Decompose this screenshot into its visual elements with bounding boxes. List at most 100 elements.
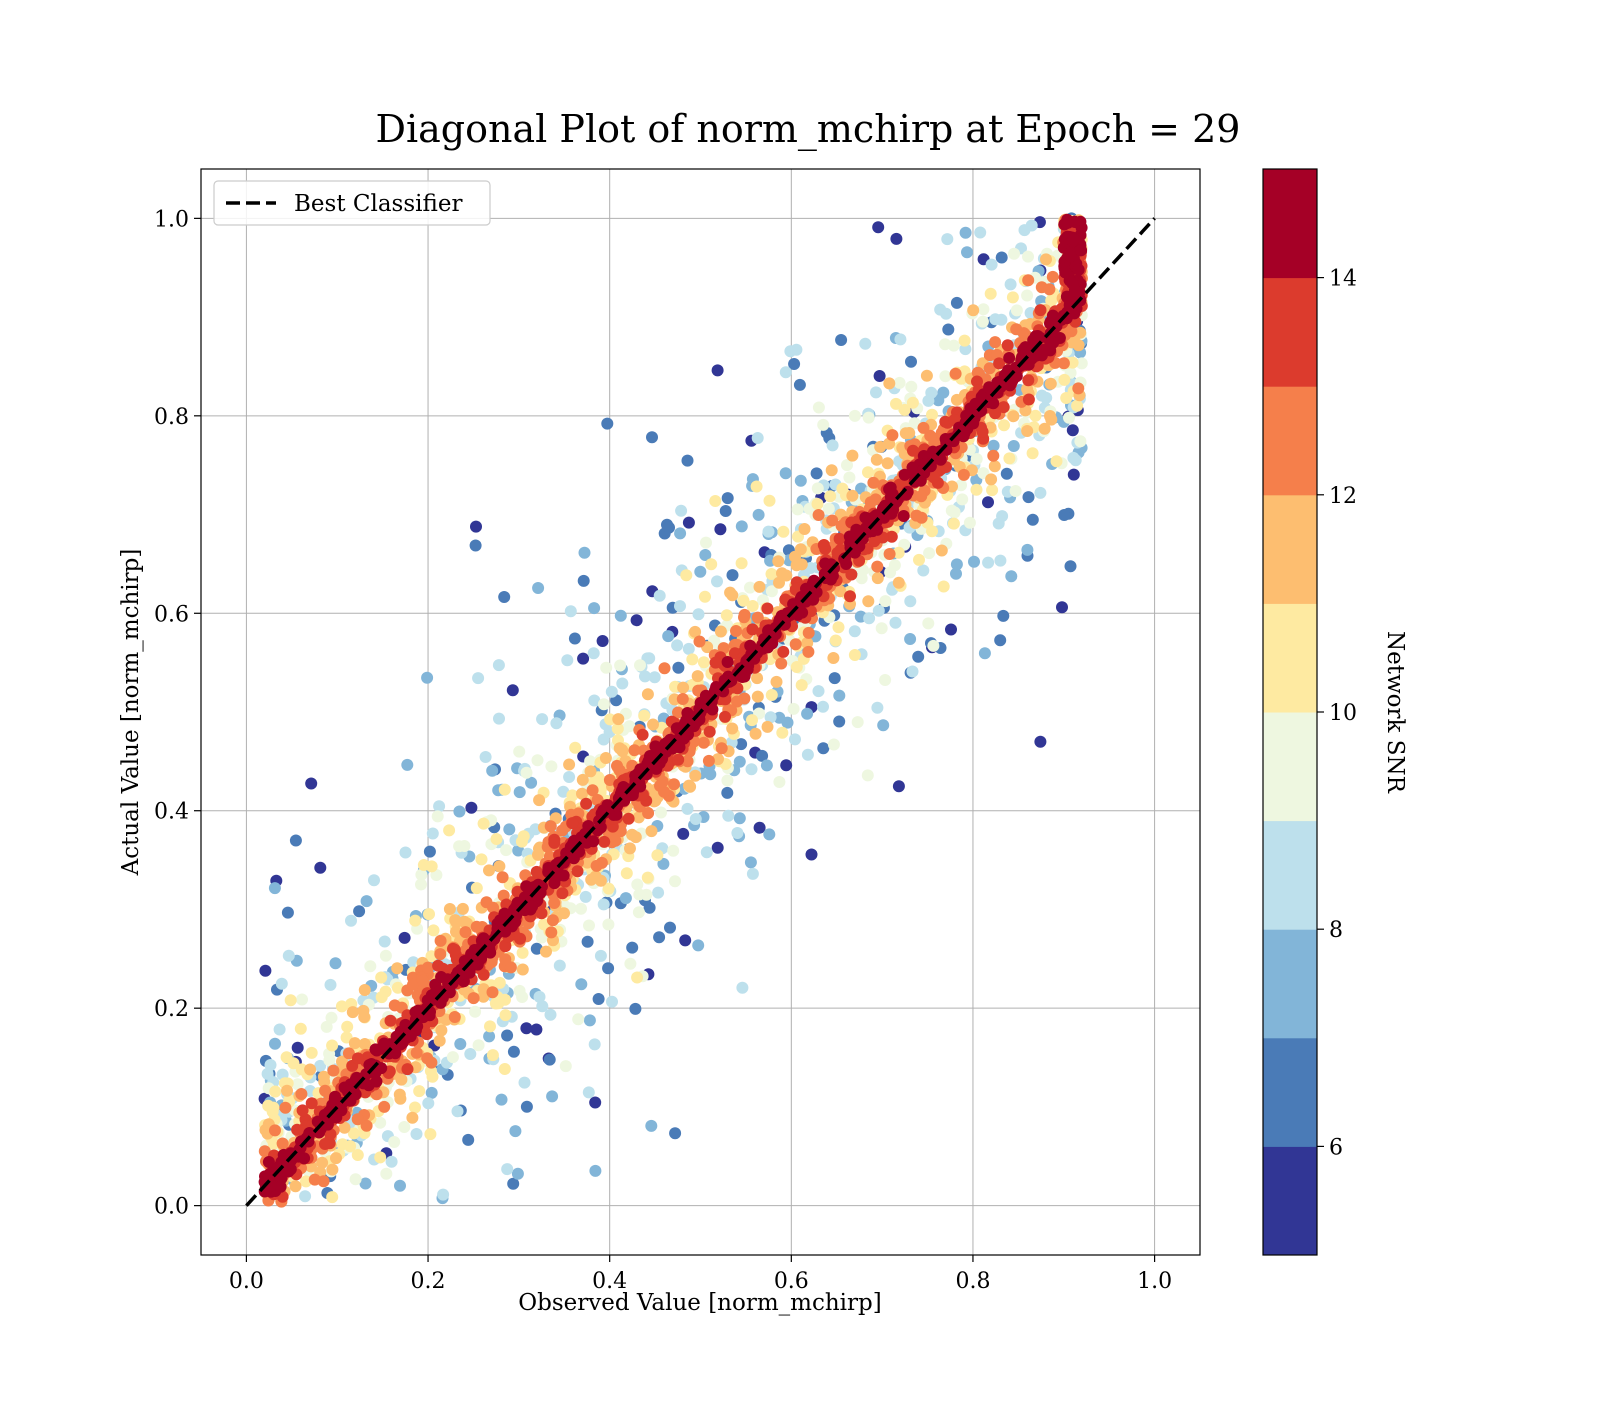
scatter-point xyxy=(431,810,444,823)
scatter-point xyxy=(417,859,430,871)
scatter-point xyxy=(507,1045,520,1058)
y-tick-label: 0.6 xyxy=(154,602,189,627)
scatter-point xyxy=(1040,253,1052,266)
scatter-points xyxy=(258,212,1088,1208)
scatter-point xyxy=(674,600,686,613)
scatter-point xyxy=(746,623,759,636)
scatter-point xyxy=(1031,330,1044,342)
scatter-point xyxy=(401,1063,414,1076)
scatter-point xyxy=(694,565,707,578)
scatter-point xyxy=(580,797,593,810)
scatter-point xyxy=(507,1177,520,1190)
scatter-point xyxy=(296,1104,309,1117)
scatter-point xyxy=(912,650,925,663)
scatter-point xyxy=(594,821,607,834)
scatter-point xyxy=(753,821,766,834)
scatter-point xyxy=(269,1085,282,1098)
scatter-point xyxy=(885,507,898,520)
scatter-point xyxy=(559,1060,572,1073)
colorbar-tick-label: 8 xyxy=(1329,918,1343,943)
scatter-point xyxy=(898,468,911,481)
scatter-point xyxy=(1068,215,1081,228)
scatter-point xyxy=(374,1116,387,1129)
scatter-point xyxy=(873,370,886,382)
scatter-point xyxy=(433,800,446,813)
scatter-point xyxy=(973,405,986,418)
scatter-point xyxy=(682,642,695,655)
scatter-point xyxy=(287,1057,300,1070)
scatter-point xyxy=(872,604,885,617)
scatter-point xyxy=(833,689,846,702)
scatter-point xyxy=(879,595,892,608)
scatter-point xyxy=(985,258,998,271)
scatter-point xyxy=(1010,304,1023,317)
scatter-point xyxy=(1044,377,1057,390)
scatter-point xyxy=(898,403,911,416)
scatter-point xyxy=(988,460,1001,473)
scatter-point xyxy=(577,574,590,587)
colorbar-segment xyxy=(1263,820,1317,930)
scatter-point xyxy=(862,466,874,479)
scatter-point xyxy=(327,1064,340,1077)
scatter-point xyxy=(545,926,558,939)
scatter-point xyxy=(983,362,996,375)
scatter-point xyxy=(1022,393,1035,406)
scatter-point xyxy=(692,608,705,621)
scatter-point xyxy=(997,609,1010,622)
scatter-point xyxy=(1007,410,1020,423)
scatter-point xyxy=(470,520,482,533)
scatter-point xyxy=(974,226,987,239)
scatter-point xyxy=(388,1136,401,1148)
scatter-point xyxy=(563,771,576,783)
scatter-point xyxy=(325,1011,338,1024)
scatter-point xyxy=(663,521,675,534)
scatter-point xyxy=(594,874,607,887)
scatter-point xyxy=(867,476,880,489)
scatter-point xyxy=(358,984,371,996)
scatter-point xyxy=(700,846,713,859)
scatter-point xyxy=(892,546,905,559)
scatter-point xyxy=(745,763,758,776)
scatter-point xyxy=(789,638,802,651)
scatter-point xyxy=(1004,278,1017,291)
scatter-point xyxy=(359,1177,372,1190)
scatter-point xyxy=(750,480,763,493)
scatter-point xyxy=(434,948,447,961)
scatter-point xyxy=(705,558,718,571)
scatter-point xyxy=(658,785,670,798)
scatter-point xyxy=(985,473,998,486)
scatter-point xyxy=(658,662,671,675)
scatter-point xyxy=(736,981,749,994)
scatter-point xyxy=(544,1008,557,1021)
scatter-point xyxy=(889,616,902,629)
scatter-point xyxy=(328,1092,341,1105)
scatter-point xyxy=(364,960,377,973)
scatter-point xyxy=(699,549,712,561)
scatter-point xyxy=(709,656,722,669)
scatter-point xyxy=(314,861,327,874)
scatter-point xyxy=(526,900,539,913)
scatter-point xyxy=(937,580,950,593)
scatter-point xyxy=(811,498,824,510)
scatter-point xyxy=(886,429,899,442)
scatter-point xyxy=(1010,323,1023,336)
scatter-point xyxy=(1058,509,1071,521)
scatter-point xyxy=(556,824,569,837)
scatter-point xyxy=(378,1100,391,1113)
scatter-point xyxy=(568,632,581,645)
scatter-point xyxy=(890,397,902,410)
scatter-point xyxy=(259,964,272,977)
scatter-point xyxy=(959,226,972,239)
scatter-point xyxy=(575,902,587,915)
scatter-point xyxy=(619,892,632,905)
scatter-point xyxy=(862,595,875,608)
scatter-point xyxy=(672,661,685,674)
scatter-point xyxy=(674,527,687,540)
scatter-point xyxy=(575,978,588,991)
scatter-point xyxy=(676,693,689,705)
scatter-point xyxy=(532,848,544,861)
y-tick-label: 1.0 xyxy=(154,207,189,232)
scatter-point xyxy=(279,1101,292,1114)
colorbar-segment xyxy=(1263,494,1317,604)
scatter-point xyxy=(451,1105,464,1118)
